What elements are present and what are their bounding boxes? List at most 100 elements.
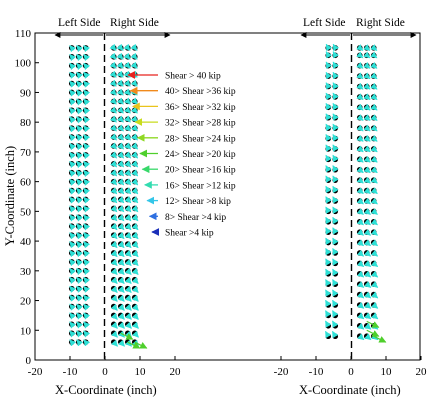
shear-vector — [131, 232, 139, 240]
shear-vector — [332, 51, 340, 59]
shear-vector — [124, 133, 131, 141]
legend-label: 24> Shear >20 kip — [165, 150, 236, 160]
shear-vector — [110, 133, 117, 141]
left-panel-right-side-label: Right Side — [110, 17, 159, 29]
shear-vector — [110, 169, 118, 177]
shear-vector — [325, 320, 332, 328]
shear-vector — [123, 115, 131, 123]
shear-vector — [124, 232, 132, 240]
shear-vector — [76, 125, 84, 133]
shear-vector — [116, 115, 124, 123]
y-tick-label: 20 — [20, 296, 32, 308]
shear-vector — [69, 134, 77, 142]
shear-vector — [69, 62, 77, 70]
shear-vector — [356, 208, 364, 215]
y-tick-label: 70 — [20, 147, 32, 159]
bolt-marker — [325, 291, 332, 298]
shear-vector — [325, 227, 332, 235]
shear-vector — [356, 61, 364, 69]
bolt-marker — [332, 270, 339, 277]
shear-vector — [116, 70, 124, 78]
shear-vector — [363, 51, 371, 59]
shear-vector — [124, 169, 132, 177]
shear-vector — [370, 135, 378, 142]
shear-vector-large — [366, 329, 380, 337]
shear-vector — [69, 44, 77, 53]
shear-vector — [363, 249, 372, 257]
shear-vector — [131, 196, 139, 204]
shear-vector — [110, 249, 118, 258]
shear-vector — [356, 51, 364, 59]
shear-vector — [325, 279, 332, 287]
legend-label: 8> Shear >4 kip — [165, 213, 226, 223]
shear-vector — [117, 151, 125, 159]
shear-vector — [109, 70, 117, 78]
shear-vector — [332, 289, 339, 297]
shear-vector — [370, 124, 378, 132]
shear-vector — [69, 53, 77, 62]
shear-vector — [370, 61, 378, 69]
shear-vector — [76, 116, 84, 124]
shear-vector — [124, 151, 132, 159]
shear-vector — [370, 197, 378, 205]
bolt-marker — [325, 312, 332, 319]
shear-vector — [110, 303, 118, 311]
shear-vector — [69, 80, 77, 88]
bolt-marker — [332, 333, 339, 340]
shear-vector — [356, 239, 365, 247]
shear-vector — [332, 185, 339, 194]
shear-vector — [131, 142, 138, 150]
shear-vector — [76, 89, 84, 97]
shear-vector — [363, 93, 371, 101]
shear-vector — [69, 285, 77, 293]
y-tick-label: 110 — [15, 28, 32, 40]
shear-vector — [370, 93, 378, 101]
shear-vector-large — [127, 341, 141, 349]
shear-vector — [69, 339, 77, 347]
shear-vector — [69, 196, 77, 204]
shear-vector — [356, 260, 365, 268]
shear-vector — [110, 312, 118, 320]
shear-vector — [332, 92, 339, 100]
shear-vector — [332, 82, 339, 90]
shear-vector — [363, 72, 371, 80]
shear-vector — [69, 214, 77, 222]
shear-vector — [83, 89, 91, 97]
shear-vector — [76, 330, 84, 338]
shear-vector — [363, 82, 371, 90]
shear-vector — [370, 208, 378, 215]
shear-vector — [109, 124, 117, 132]
shear-vector — [76, 321, 84, 329]
shear-vector — [83, 116, 91, 124]
shear-vector — [83, 196, 91, 204]
shear-vector — [370, 155, 378, 163]
shear-vector — [110, 187, 118, 195]
shear-vector — [69, 276, 77, 285]
shear-vector — [124, 196, 132, 204]
shear-vector — [356, 103, 364, 111]
shear-vector — [325, 310, 332, 318]
shear-vector — [83, 178, 91, 186]
shear-vector — [117, 169, 125, 177]
shear-vector — [83, 151, 91, 160]
shear-vector — [83, 294, 91, 302]
shear-vector — [123, 106, 131, 114]
shear-vector — [109, 88, 117, 96]
shear-vector-large — [373, 335, 387, 343]
shear-vector — [363, 124, 371, 132]
shear-vector — [124, 276, 132, 284]
shear-vector — [69, 303, 77, 311]
shear-vector — [370, 72, 378, 80]
shear-vector — [131, 303, 139, 311]
shear-vector — [110, 223, 118, 231]
shear-vector — [325, 43, 333, 52]
shear-vector — [124, 241, 132, 249]
shear-vector — [357, 322, 365, 330]
shear-vector — [356, 270, 365, 278]
shear-vector — [371, 312, 379, 320]
bolt-marker — [332, 323, 339, 329]
shear-vector — [69, 151, 77, 160]
bolt-marker — [332, 302, 339, 308]
shear-vector — [131, 205, 139, 213]
shear-vector — [69, 125, 77, 133]
